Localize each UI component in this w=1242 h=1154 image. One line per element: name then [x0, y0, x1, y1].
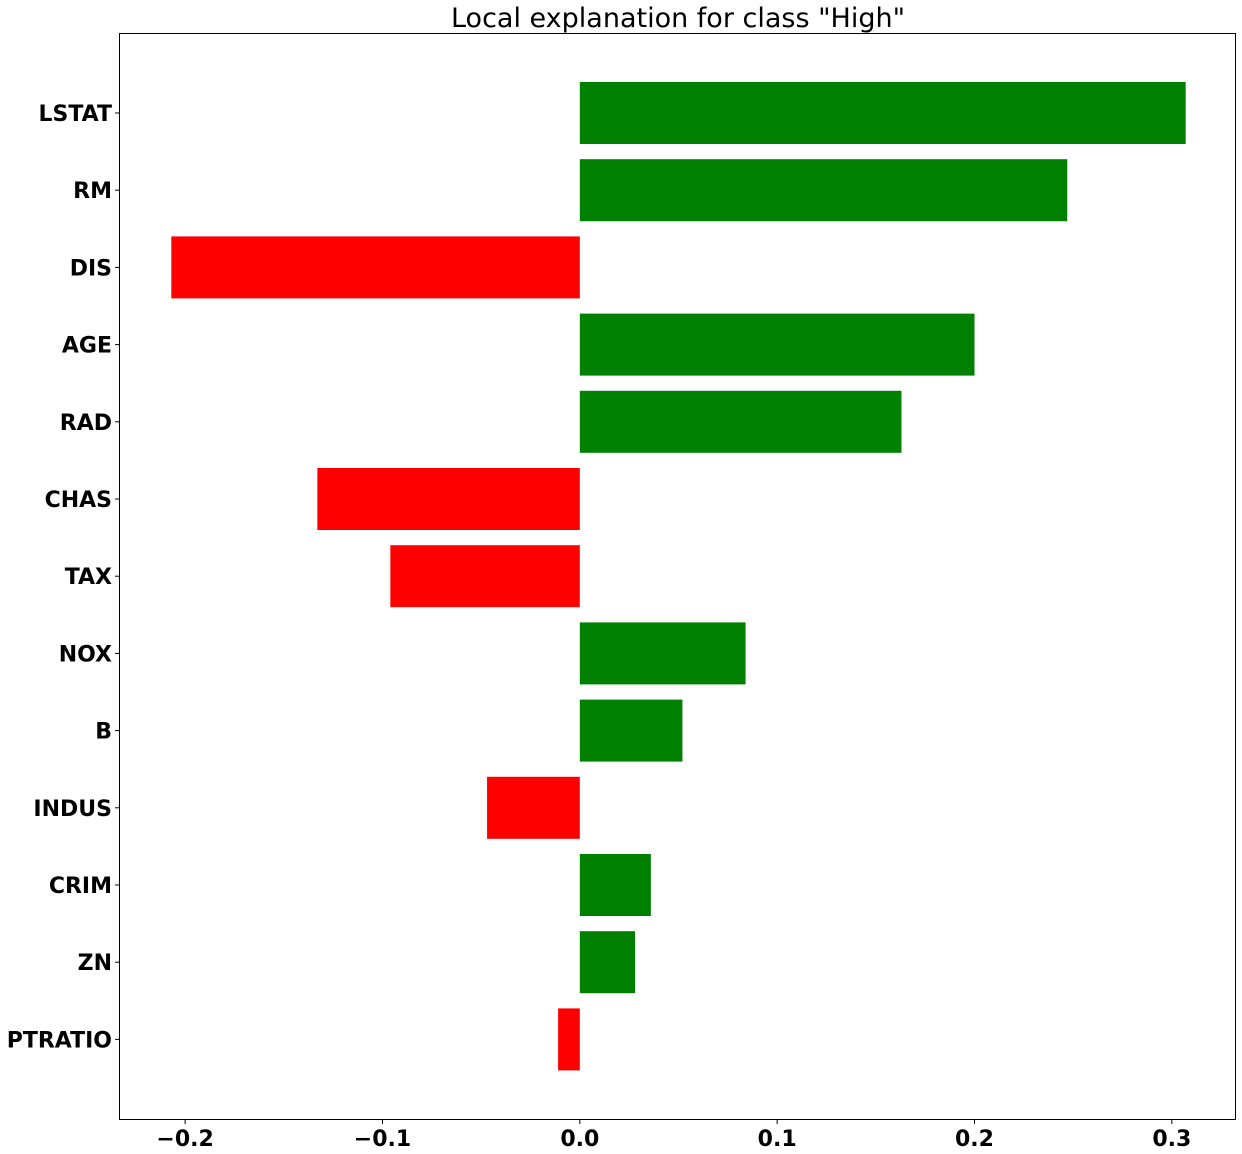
bar-ptratio: [558, 1008, 580, 1071]
chart-title: Local explanation for class "High": [451, 3, 905, 34]
y-tick-label-b: B: [95, 720, 112, 745]
x-tick-label: 0.2: [955, 1127, 994, 1152]
bar-lstat: [579, 82, 1186, 144]
bar-rm: [579, 159, 1068, 222]
y-tick-label-chas: CHAS: [45, 488, 112, 513]
x-tick-label: 0.3: [1152, 1127, 1191, 1152]
x-tick-label: −0.2: [156, 1127, 213, 1152]
bar-age: [579, 313, 975, 376]
bar-crim: [579, 854, 651, 916]
y-tick-label-zn: ZN: [78, 951, 112, 976]
bar-dis: [171, 236, 580, 299]
bar-zn: [579, 931, 636, 994]
y-tick-label-lstat: LSTAT: [39, 102, 113, 127]
bar-indus: [487, 776, 580, 839]
x-tick-label: 0.1: [758, 1127, 797, 1152]
x-axis: −0.2 −0.1 0.0 0.1 0.2 0.3: [156, 1119, 1191, 1152]
bar-rad: [579, 390, 902, 453]
y-tick-label-indus: INDUS: [33, 797, 112, 822]
y-tick-label-crim: CRIM: [49, 874, 112, 899]
y-axis: LSTAT RM DIS AGE RAD CHAS TAX NOX B INDUS CRIM ZN PT…: [7, 102, 120, 1053]
y-tick-label-rm: RM: [73, 179, 112, 204]
bar-tax: [390, 545, 580, 608]
y-tick-label-ptratio: PTRATIO: [7, 1028, 112, 1053]
y-tick-label-age: AGE: [62, 334, 112, 359]
bars-group: [171, 82, 1186, 1071]
x-tick-label: 0.0: [560, 1127, 599, 1152]
y-tick-label-tax: TAX: [65, 565, 112, 590]
bar-chas: [317, 468, 580, 530]
plot-frame: [119, 33, 1236, 1120]
x-tick-label: −0.1: [354, 1127, 411, 1152]
y-tick-label-rad: RAD: [60, 411, 112, 436]
bar-nox: [579, 622, 746, 685]
y-tick-label-nox: NOX: [59, 642, 112, 667]
bar-b: [579, 699, 683, 762]
y-tick-label-dis: DIS: [70, 256, 112, 281]
